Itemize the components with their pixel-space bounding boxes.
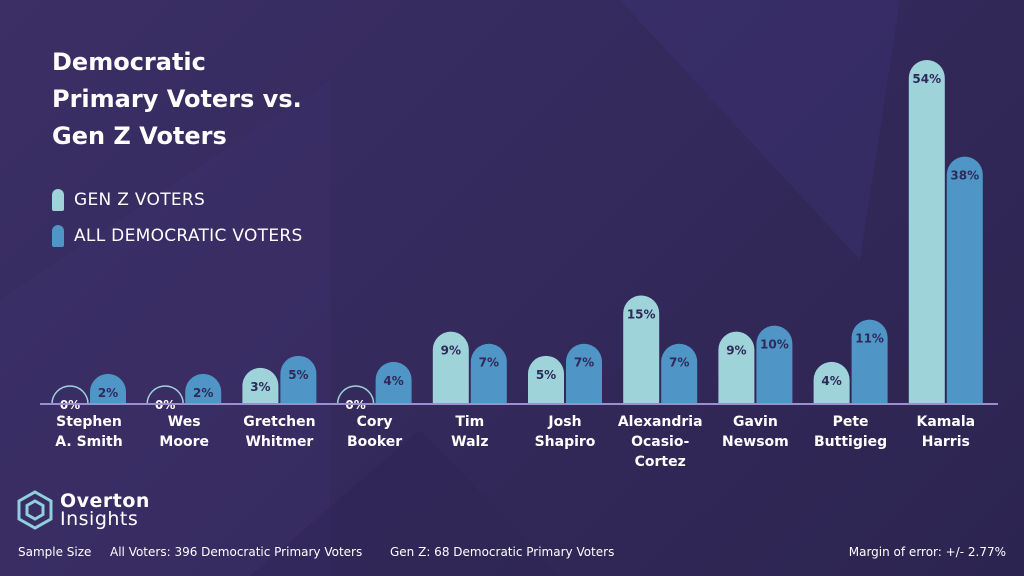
logo-wordmark: Overton Insights	[60, 490, 150, 530]
category-label: Walz	[451, 434, 488, 450]
category-label: Shapiro	[535, 434, 596, 450]
category-label: Moore	[159, 434, 209, 450]
logo: Overton Insights	[16, 490, 150, 530]
data-label: 4%	[821, 374, 841, 388]
legend-swatch-all-democratic	[52, 225, 64, 247]
bar-all-democratic	[851, 319, 888, 404]
category-label: Stephen	[56, 414, 122, 430]
legend-label: GEN Z VOTERS	[74, 190, 206, 210]
legend-item-gen-z: GEN Z VOTERS	[52, 182, 303, 218]
bar-gen-z	[623, 295, 660, 404]
bar-gen-z	[528, 355, 564, 404]
category-label: Gretchen	[243, 414, 315, 430]
category-label: Pete	[833, 414, 869, 430]
bar-all-democratic	[946, 156, 983, 404]
data-label: 9%	[726, 344, 746, 358]
category-label: Wes	[168, 414, 201, 430]
category-label: Whitmer	[245, 434, 313, 450]
bar-all-democratic	[185, 373, 222, 404]
category-label: Newsom	[722, 434, 789, 450]
category-label: Harris	[922, 434, 970, 450]
bar-all-democratic	[375, 361, 412, 404]
bar-all-democratic	[470, 343, 507, 404]
category-label: Alexandria	[618, 414, 703, 430]
data-label: 4%	[383, 374, 403, 388]
legend-item-all-democratic: ALL DEMOCRATIC VOTERS	[52, 218, 303, 254]
category-label: Cory	[357, 414, 393, 430]
logo-line-1: Overton	[60, 490, 150, 512]
data-label: 2%	[98, 386, 118, 400]
bar-gen-z	[146, 385, 184, 405]
legend: GEN Z VOTERS ALL DEMOCRATIC VOTERS	[52, 182, 303, 254]
category-label: Gavin	[733, 414, 778, 430]
bar-all-democratic	[756, 325, 793, 404]
data-label: 5%	[288, 368, 308, 382]
chart-title: Democratic Primary Voters vs. Gen Z Vote…	[52, 44, 382, 155]
bar-gen-z	[718, 331, 755, 404]
bar-gen-z	[242, 367, 279, 404]
data-label: 2%	[193, 386, 213, 400]
data-label: 7%	[669, 356, 689, 370]
data-label: 3%	[250, 380, 270, 394]
category-label: Booker	[347, 434, 402, 450]
category-label: Kamala	[917, 414, 976, 430]
category-label: Ocasio-	[631, 434, 689, 450]
category-label: Josh	[547, 414, 581, 430]
logo-line-2: Insights	[60, 508, 139, 530]
title-line: Gen Z Voters	[52, 122, 227, 150]
footer-all-voters: All Voters: 396 Democratic Primary Voter…	[110, 545, 363, 559]
bar-gen-z	[51, 385, 89, 405]
data-label: 10%	[760, 338, 789, 352]
footer-gen-z: Gen Z: 68 Democratic Primary Voters	[390, 545, 615, 559]
category-label: A. Smith	[55, 434, 122, 450]
footer-sample-label: Sample Size	[18, 545, 92, 559]
title-line: Primary Voters vs.	[52, 85, 302, 113]
bar-all-democratic	[661, 343, 698, 404]
legend-label: ALL DEMOCRATIC VOTERS	[74, 226, 303, 246]
hexagon-logo-icon	[17, 490, 53, 530]
bar-all-democratic	[566, 343, 602, 404]
data-label: 38%	[950, 169, 979, 183]
bar-gen-z	[813, 361, 850, 404]
data-label: 15%	[627, 307, 656, 321]
data-label: 7%	[574, 356, 594, 370]
bar-all-democratic	[280, 355, 317, 404]
category-label: Cortez	[635, 454, 686, 470]
bar-gen-z	[336, 385, 375, 405]
data-label: 9%	[441, 344, 461, 358]
category-label: Tim	[455, 414, 484, 430]
legend-swatch-gen-z	[52, 189, 64, 211]
data-label: 11%	[855, 332, 884, 346]
bar-all-democratic	[90, 373, 126, 404]
bar-gen-z	[908, 60, 945, 405]
bar-gen-z	[432, 331, 469, 404]
footer-margin-of-error: Margin of error: +/- 2.77%	[848, 545, 1006, 559]
data-label: 54%	[912, 72, 941, 86]
category-label: Buttigieg	[814, 434, 887, 450]
data-label: 7%	[479, 356, 499, 370]
title-line: Democratic	[52, 48, 206, 76]
data-label: 5%	[536, 368, 556, 382]
